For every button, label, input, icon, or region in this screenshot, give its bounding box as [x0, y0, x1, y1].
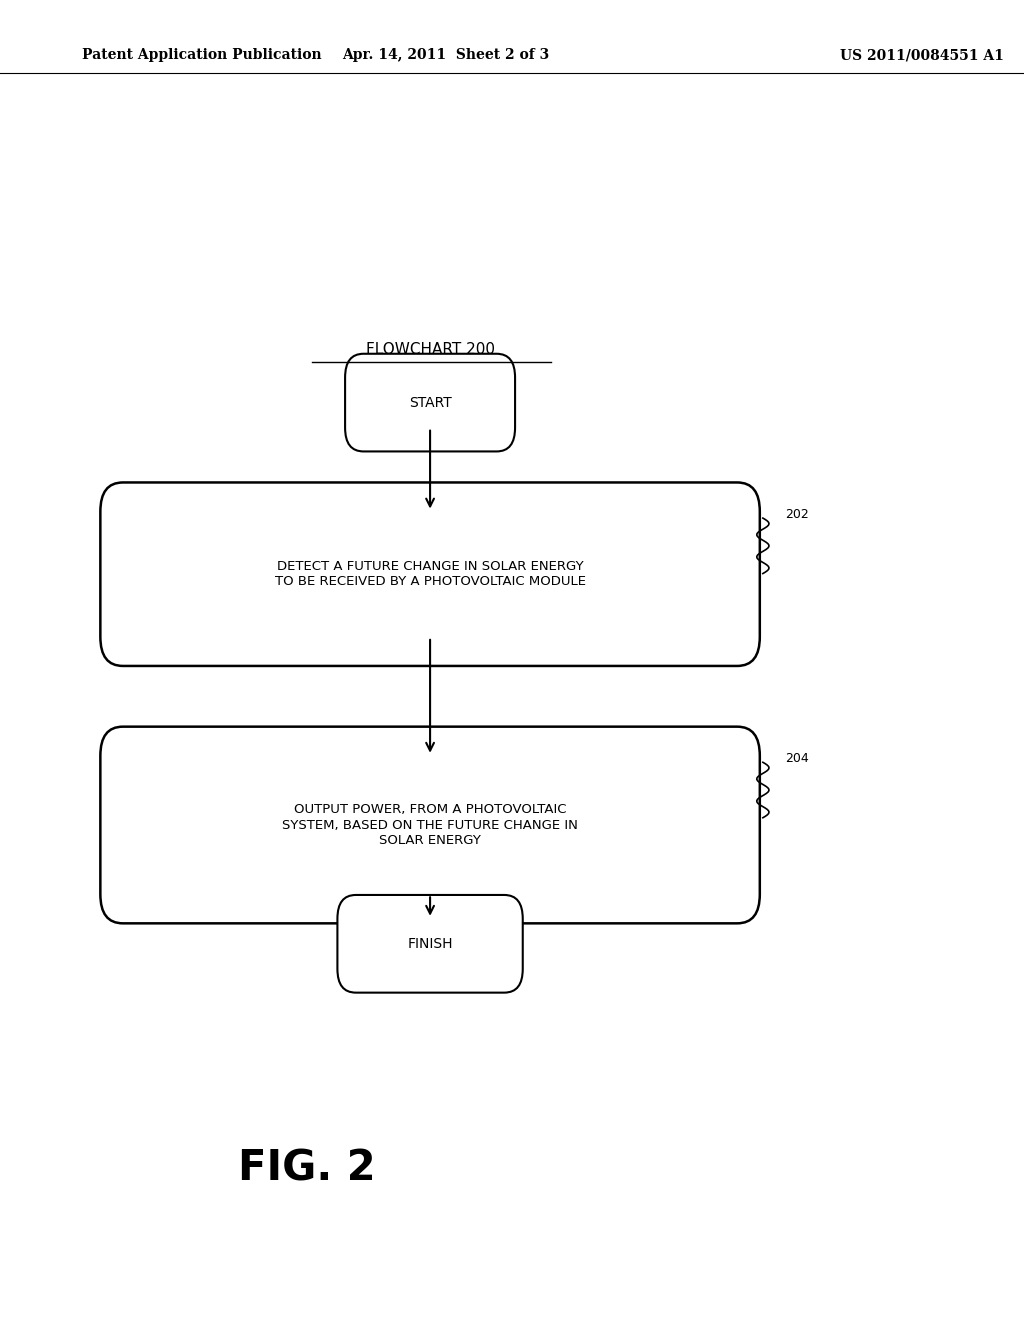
Text: DETECT A FUTURE CHANGE IN SOLAR ENERGY
TO BE RECEIVED BY A PHOTOVOLTAIC MODULE: DETECT A FUTURE CHANGE IN SOLAR ENERGY T… [274, 560, 586, 589]
Text: FIG. 2: FIG. 2 [239, 1147, 376, 1189]
Text: FLOWCHART 200: FLOWCHART 200 [366, 342, 495, 358]
Text: Patent Application Publication: Patent Application Publication [82, 49, 322, 62]
Text: FINISH: FINISH [408, 937, 453, 950]
Text: START: START [409, 396, 452, 409]
FancyBboxPatch shape [100, 726, 760, 924]
FancyBboxPatch shape [337, 895, 522, 993]
Text: Apr. 14, 2011  Sheet 2 of 3: Apr. 14, 2011 Sheet 2 of 3 [342, 49, 549, 62]
Text: 204: 204 [785, 752, 809, 764]
Text: OUTPUT POWER, FROM A PHOTOVOLTAIC
SYSTEM, BASED ON THE FUTURE CHANGE IN
SOLAR EN: OUTPUT POWER, FROM A PHOTOVOLTAIC SYSTEM… [283, 804, 578, 846]
Text: 202: 202 [785, 508, 809, 520]
Text: US 2011/0084551 A1: US 2011/0084551 A1 [840, 49, 1004, 62]
FancyBboxPatch shape [100, 483, 760, 667]
FancyBboxPatch shape [345, 354, 515, 451]
